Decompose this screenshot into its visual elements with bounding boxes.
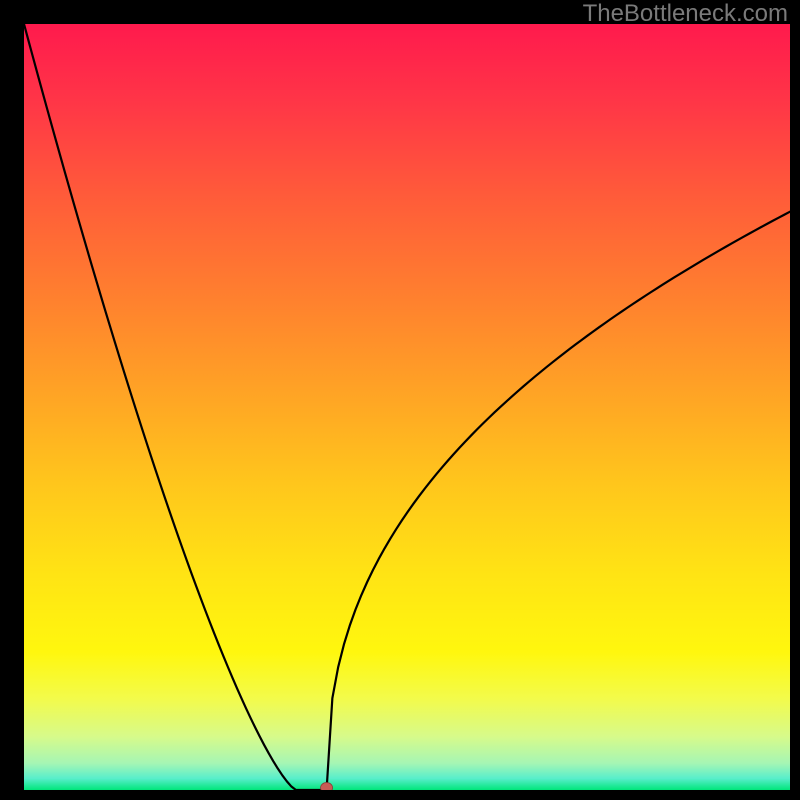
plot-area xyxy=(24,24,790,790)
watermark-text: TheBottleneck.com xyxy=(583,0,788,28)
minimum-marker xyxy=(321,783,333,791)
chart-svg xyxy=(24,24,790,790)
chart-frame: TheBottleneck.com xyxy=(0,0,800,800)
gradient-background xyxy=(24,24,790,790)
